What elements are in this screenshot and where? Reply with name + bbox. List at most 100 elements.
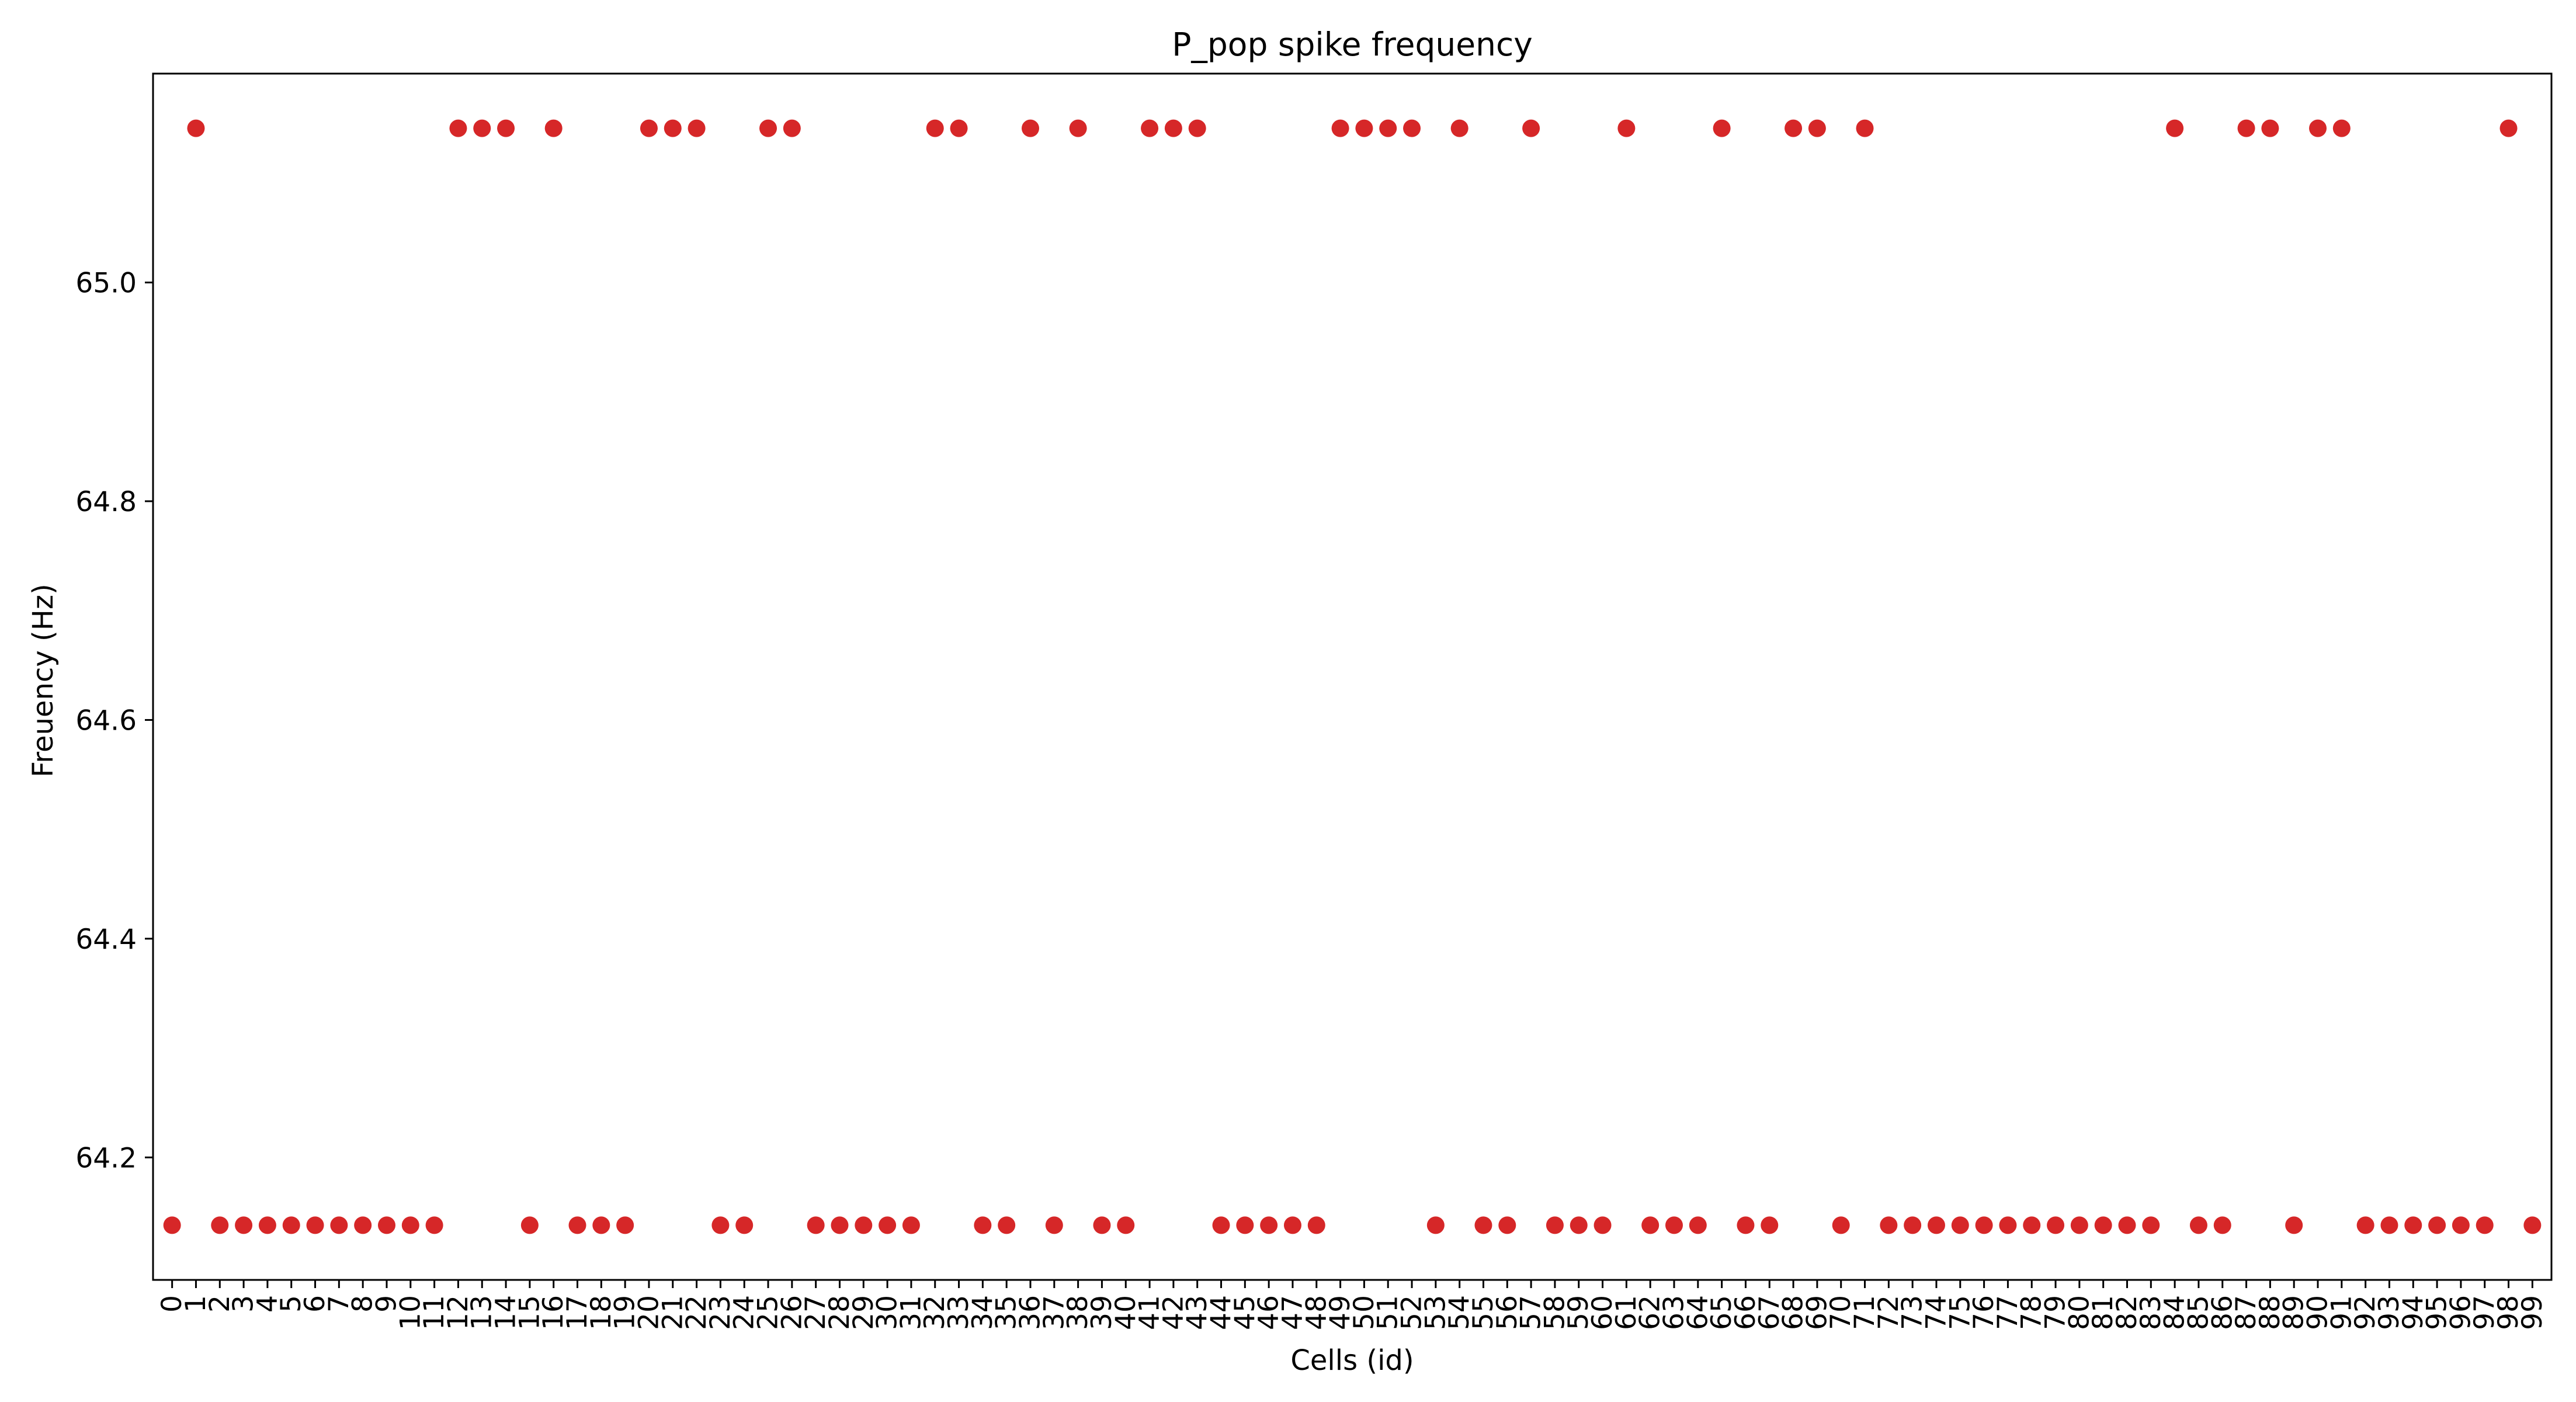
data-point xyxy=(1450,119,1468,137)
data-point xyxy=(855,1216,873,1234)
x-tick-label: 71 xyxy=(1849,1295,1881,1330)
x-tick-label: 14 xyxy=(490,1295,522,1330)
data-point xyxy=(520,1216,539,1234)
x-tick-label: 94 xyxy=(2397,1295,2429,1330)
data-point xyxy=(2428,1216,2446,1234)
x-tick-label: 65 xyxy=(1706,1295,1738,1330)
data-point xyxy=(1379,119,1397,137)
data-point xyxy=(1975,1216,1993,1234)
x-tick-label: 11 xyxy=(418,1295,450,1330)
x-tick-label: 80 xyxy=(2063,1295,2095,1330)
data-point xyxy=(282,1216,300,1234)
data-point xyxy=(1093,1216,1111,1234)
data-point xyxy=(568,1216,586,1234)
x-tick-label: 46 xyxy=(1253,1295,1285,1330)
data-point xyxy=(831,1216,849,1234)
data-point xyxy=(354,1216,372,1234)
x-tick-label: 22 xyxy=(681,1295,713,1330)
x-axis-ticks: 0123456789101112131415161718192021222324… xyxy=(156,1280,2549,1330)
data-point xyxy=(1117,1216,1135,1234)
data-point xyxy=(974,1216,992,1234)
x-tick-label: 79 xyxy=(2040,1295,2072,1330)
data-point xyxy=(1570,1216,1588,1234)
data-point xyxy=(1403,119,1421,137)
x-tick-label: 9 xyxy=(370,1295,402,1313)
data-point xyxy=(2023,1216,2041,1234)
x-tick-label: 92 xyxy=(2349,1295,2381,1330)
x-tick-label: 0 xyxy=(156,1295,188,1313)
x-tick-label: 7 xyxy=(323,1295,355,1313)
data-point xyxy=(1236,1216,1254,1234)
data-point xyxy=(1785,119,1803,137)
data-point xyxy=(2118,1216,2136,1234)
data-point xyxy=(401,1216,419,1234)
x-tick-label: 87 xyxy=(2230,1295,2262,1330)
data-point xyxy=(2189,1216,2207,1234)
x-tick-label: 39 xyxy=(1086,1295,1118,1330)
data-point xyxy=(258,1216,276,1234)
data-point xyxy=(1856,119,1874,137)
x-tick-label: 96 xyxy=(2445,1295,2477,1330)
data-point xyxy=(735,1216,754,1234)
data-point xyxy=(1283,1216,1301,1234)
x-tick-label: 21 xyxy=(657,1295,689,1330)
x-tick-label: 44 xyxy=(1205,1295,1237,1330)
x-tick-label: 72 xyxy=(1873,1295,1905,1330)
x-tick-label: 90 xyxy=(2302,1295,2334,1330)
x-tick-label: 99 xyxy=(2516,1295,2549,1330)
x-tick-label: 33 xyxy=(943,1295,975,1330)
data-point xyxy=(2380,1216,2398,1234)
data-point xyxy=(1498,1216,1516,1234)
y-axis-label: Freuency (Hz) xyxy=(27,584,60,778)
x-tick-label: 82 xyxy=(2111,1295,2143,1330)
x-tick-label: 18 xyxy=(585,1295,617,1330)
data-point xyxy=(235,1216,253,1234)
data-point xyxy=(664,119,682,137)
y-tick-label: 64.8 xyxy=(75,486,137,518)
x-tick-label: 68 xyxy=(1777,1295,1810,1330)
x-tick-label: 42 xyxy=(1157,1295,1189,1330)
data-point xyxy=(2499,119,2518,137)
x-tick-label: 55 xyxy=(1467,1295,1499,1330)
x-tick-label: 36 xyxy=(1014,1295,1046,1330)
data-point xyxy=(2237,119,2255,137)
data-point xyxy=(759,119,777,137)
data-point xyxy=(688,119,706,137)
x-tick-label: 27 xyxy=(800,1295,832,1330)
x-tick-label: 62 xyxy=(1634,1295,1667,1330)
data-point xyxy=(1951,1216,1969,1234)
data-point xyxy=(425,1216,443,1234)
x-tick-label: 95 xyxy=(2421,1295,2453,1330)
x-tick-label: 64 xyxy=(1682,1295,1714,1330)
data-point xyxy=(1617,119,1636,137)
data-point xyxy=(1880,1216,1898,1234)
data-point xyxy=(879,1216,897,1234)
data-point xyxy=(1307,1216,1325,1234)
data-point xyxy=(544,119,563,137)
y-tick-label: 64.6 xyxy=(75,705,137,737)
data-point xyxy=(2070,1216,2088,1234)
data-point xyxy=(1045,1216,1063,1234)
x-tick-label: 24 xyxy=(728,1295,761,1330)
data-point xyxy=(1164,119,1182,137)
data-point xyxy=(711,1216,730,1234)
data-point xyxy=(2523,1216,2542,1234)
data-point xyxy=(998,1216,1016,1234)
x-tick-label: 86 xyxy=(2206,1295,2238,1330)
y-tick-label: 64.4 xyxy=(75,924,137,956)
data-point xyxy=(187,119,205,137)
x-tick-label: 37 xyxy=(1038,1295,1070,1330)
x-tick-label: 40 xyxy=(1110,1295,1142,1330)
data-point xyxy=(1713,119,1731,137)
x-tick-label: 32 xyxy=(919,1295,951,1330)
x-tick-label: 13 xyxy=(466,1295,498,1330)
x-tick-label: 97 xyxy=(2469,1295,2501,1330)
data-point xyxy=(2452,1216,2470,1234)
x-tick-label: 4 xyxy=(251,1295,283,1313)
x-tick-label: 59 xyxy=(1563,1295,1595,1330)
data-point xyxy=(2094,1216,2112,1234)
x-tick-label: 85 xyxy=(2182,1295,2214,1330)
x-tick-label: 10 xyxy=(394,1295,426,1330)
